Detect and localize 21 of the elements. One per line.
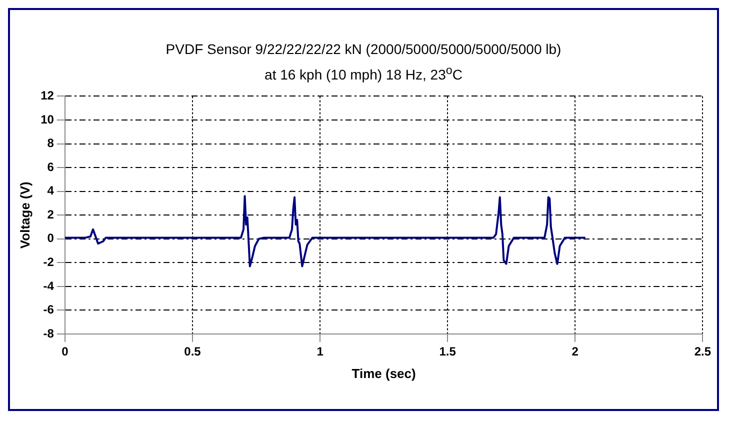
y-tick-label: -4 (43, 278, 54, 292)
y-tick-label: 2 (47, 207, 54, 222)
x-tick-label: 0.5 (184, 344, 202, 358)
y-axis-title: Voltage (V) (17, 181, 32, 248)
y-tick-label: 6 (47, 160, 54, 174)
chart-title: PVDF Sensor 9/22/22/22/22 kN (2000/5000/5000/5000/5000 lb) (164, 40, 562, 59)
x-tick-label: 2 (572, 344, 579, 358)
x-tick-label: 2.5 (694, 344, 712, 358)
y-tick-label: 10 (40, 112, 54, 126)
y-tick-label: 12 (40, 88, 54, 102)
y-tick-label: 4 (47, 183, 54, 198)
x-tick-label: 1 (316, 344, 324, 358)
y-tick-label: -2 (43, 254, 54, 269)
y-tick-label: -6 (43, 302, 54, 316)
y-tick-label: 0 (47, 230, 54, 245)
x-tick-label: 1.5 (439, 344, 456, 358)
y-tick-label: 8 (47, 136, 54, 150)
x-tick-label: 0 (62, 344, 69, 358)
chart-subtitle: at 16 kph (10 mph) 18 Hz, 23$^{o}$C (264, 63, 464, 85)
y-tick-label: -8 (43, 326, 54, 340)
x-axis-title: Time (sec) (352, 365, 416, 380)
